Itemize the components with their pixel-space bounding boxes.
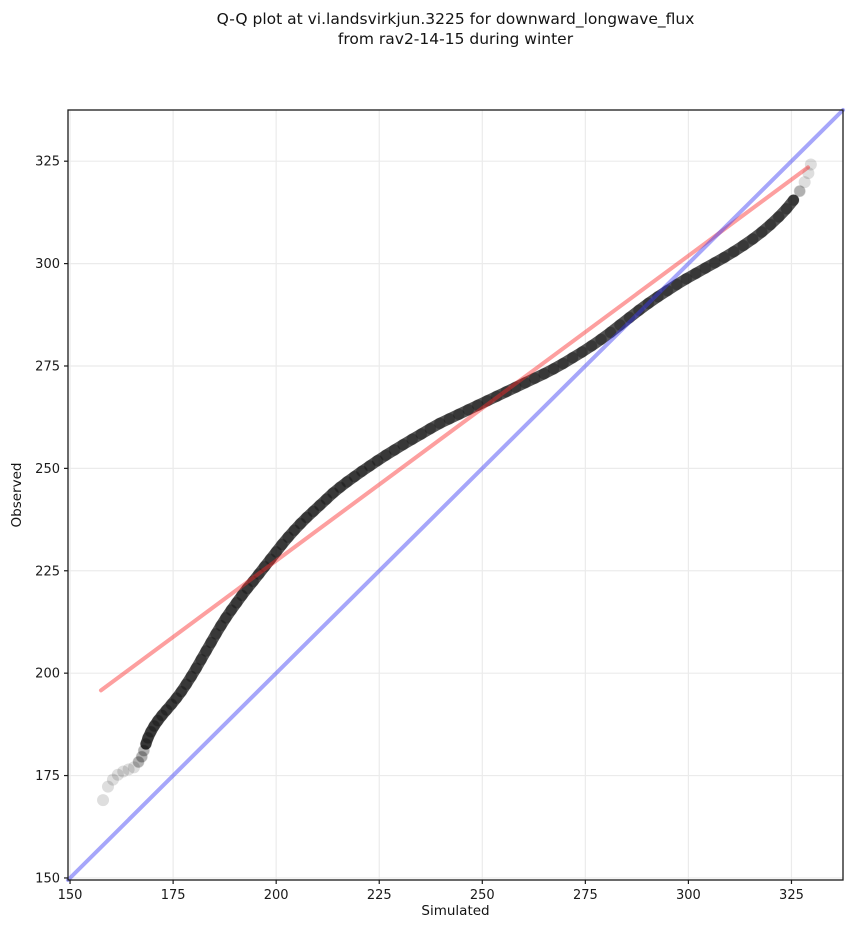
y-tick-label: 150 [35, 871, 60, 886]
axis-ticks [64, 160, 793, 884]
fit-line [98, 165, 810, 693]
x-axis-label: Simulated [421, 903, 490, 919]
scatter-points [97, 158, 817, 807]
x-tick-label: 225 [367, 888, 392, 903]
x-tick-label: 150 [58, 888, 83, 903]
x-tick-label: 250 [470, 888, 495, 903]
identity-line [66, 108, 845, 882]
plot-title-line-2: from rav2-14-15 during winter [337, 30, 574, 48]
x-tick-label: 300 [676, 888, 701, 903]
y-tick-label: 275 [35, 359, 60, 374]
y-tick-label: 250 [35, 462, 60, 477]
x-tick-label: 325 [779, 888, 804, 903]
plot-title-line-1: Q-Q plot at vi.landsvirkjun.3225 for dow… [216, 10, 695, 28]
plot-border [67, 109, 844, 881]
y-tick-label: 300 [35, 257, 60, 272]
y-tick-label: 175 [35, 769, 60, 784]
y-tick-label: 200 [35, 667, 60, 682]
x-tick-label: 275 [573, 888, 598, 903]
x-tick-label: 175 [161, 888, 186, 903]
y-axis-label: Observed [9, 462, 25, 528]
plot-title: Q-Q plot at vi.landsvirkjun.3225 for dow… [68, 9, 843, 49]
tick-labels: 150 175 200 225 250 275 300 325 150 175 200 225 250 2… [35, 155, 804, 903]
y-tick-label: 225 [35, 564, 60, 579]
x-tick-label: 200 [264, 888, 289, 903]
y-tick-label: 325 [35, 155, 60, 170]
